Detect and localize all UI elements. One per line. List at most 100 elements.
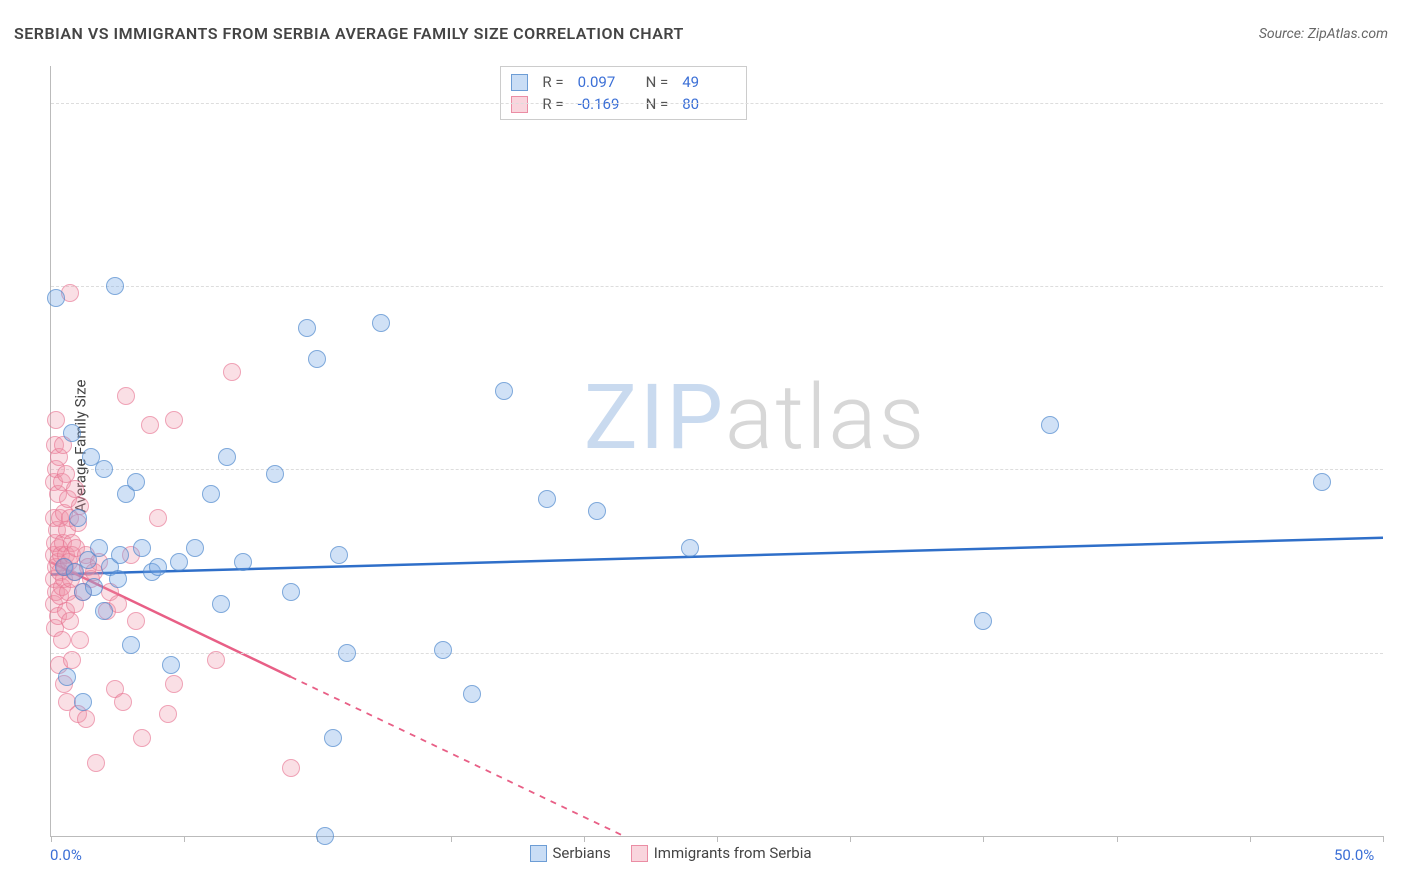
pink-scatter-point: [117, 387, 135, 405]
pink-scatter-point: [47, 411, 65, 429]
x-tick-mark: [184, 836, 185, 842]
x-axis-label: 50.0%: [1334, 846, 1374, 864]
blue-scatter-point: [338, 644, 356, 662]
chart-title: SERBIAN VS IMMIGRANTS FROM SERBIA AVERAG…: [14, 24, 684, 43]
blue-scatter-point: [186, 539, 204, 557]
x-tick-mark: [451, 836, 452, 842]
pink-scatter-point: [53, 631, 71, 649]
pink-scatter-point: [63, 651, 81, 669]
blue-scatter-point: [1041, 416, 1059, 434]
blue-scatter-point: [122, 636, 140, 654]
watermark-zip: ZIP: [584, 365, 725, 470]
blue-scatter-point: [111, 546, 129, 564]
legend-row-blue: R = 0.097 N = 49: [511, 71, 736, 93]
pink-scatter-point: [87, 754, 105, 772]
legend-bottom-serbians: Serbians: [530, 844, 611, 862]
blue-scatter-point: [74, 693, 92, 711]
pink-scatter-point: [223, 363, 241, 381]
blue-scatter-point: [324, 729, 342, 747]
pink-scatter-point: [127, 612, 145, 630]
pink-scatter-point: [77, 710, 95, 728]
pink-scatter-point: [159, 705, 177, 723]
blue-scatter-point: [133, 539, 151, 557]
x-tick-mark: [51, 836, 52, 842]
pink-scatter-point: [114, 693, 132, 711]
legend-r-value-blue: 0.097: [578, 71, 632, 93]
series-legend: Serbians Immigrants from Serbia: [530, 844, 812, 862]
blue-scatter-point: [372, 314, 390, 332]
gridline: [51, 103, 1383, 104]
blue-scatter-point: [106, 277, 124, 295]
blue-scatter-point: [266, 465, 284, 483]
correlation-legend: R = 0.097 N = 49R = -0.169 N = 80: [500, 66, 747, 120]
x-tick-mark: [1117, 836, 1118, 842]
blue-scatter-point: [202, 485, 220, 503]
blue-scatter-point: [109, 570, 127, 588]
blue-scatter-point: [282, 583, 300, 601]
x-tick-mark: [983, 836, 984, 842]
blue-scatter-point: [149, 558, 167, 576]
blue-scatter-point: [95, 460, 113, 478]
blue-scatter-point: [588, 502, 606, 520]
blue-scatter-point: [234, 553, 252, 571]
pink-scatter-point: [282, 759, 300, 777]
gridline: [51, 653, 1383, 654]
blue-scatter-point: [170, 553, 188, 571]
blue-scatter-point: [1313, 473, 1331, 491]
x-tick-mark: [1383, 836, 1384, 842]
blue-scatter-point: [974, 612, 992, 630]
pink-scatter-point: [66, 480, 84, 498]
blue-scatter-point: [298, 319, 316, 337]
pink-scatter-point: [141, 416, 159, 434]
y-tick-label: 3.50: [1391, 460, 1406, 478]
blue-scatter-point: [463, 685, 481, 703]
legend-bottom-immigrants: Immigrants from Serbia: [631, 844, 812, 862]
x-tick-mark: [717, 836, 718, 842]
x-tick-mark: [584, 836, 585, 842]
pink-scatter-point: [133, 729, 151, 747]
pink-scatter-point: [61, 612, 79, 630]
gridline: [51, 469, 1383, 470]
scatter-plot-area: ZIPatlas R =0.097N =49R =-0.169N =80 2.7…: [50, 66, 1383, 837]
pink-scatter-point: [165, 411, 183, 429]
blue-scatter-point: [316, 827, 334, 845]
x-tick-mark: [850, 836, 851, 842]
blue-scatter-point: [434, 641, 452, 659]
blue-scatter-point: [63, 424, 81, 442]
legend-r-label: R =: [542, 71, 563, 93]
blue-scatter-point: [85, 578, 103, 596]
pink-scatter-point: [149, 509, 167, 527]
blue-scatter-point: [681, 539, 699, 557]
legend-swatch-pink: [631, 845, 648, 862]
blue-scatter-point: [69, 509, 87, 527]
blue-scatter-point: [308, 350, 326, 368]
blue-scatter-point: [162, 656, 180, 674]
legend-row-pink: R =-0.169N =80: [511, 93, 736, 115]
x-axis-label: 0.0%: [50, 846, 82, 864]
y-tick-label: 2.75: [1391, 644, 1406, 662]
blue-scatter-point: [127, 473, 145, 491]
pink-scatter-point: [71, 631, 89, 649]
legend-n-label: N =: [646, 71, 669, 93]
legend-swatch-blue: [530, 845, 547, 862]
blue-scatter-point: [47, 289, 65, 307]
blue-scatter-point: [330, 546, 348, 564]
legend-swatch-pink: [511, 96, 528, 113]
legend-r-label: R =: [542, 93, 563, 115]
blue-scatter-point: [538, 490, 556, 508]
blue-scatter-point: [95, 602, 113, 620]
gridline: [51, 286, 1383, 287]
blue-scatter-point: [90, 539, 108, 557]
blue-scatter-point: [212, 595, 230, 613]
legend-swatch-blue: [511, 74, 528, 91]
trend-lines-layer: [51, 66, 1383, 836]
y-tick-label: 4.25: [1391, 277, 1406, 295]
legend-n-value-blue: 49: [682, 71, 736, 93]
legend-r-value-pink: -0.169: [578, 93, 632, 115]
blue-scatter-point: [495, 382, 513, 400]
watermark-atlas: atlas: [725, 365, 926, 470]
blue-scatter-point: [58, 668, 76, 686]
blue-scatter-point: [218, 448, 236, 466]
legend-n-value-pink: 80: [682, 93, 736, 115]
watermark: ZIPatlas: [584, 365, 926, 470]
